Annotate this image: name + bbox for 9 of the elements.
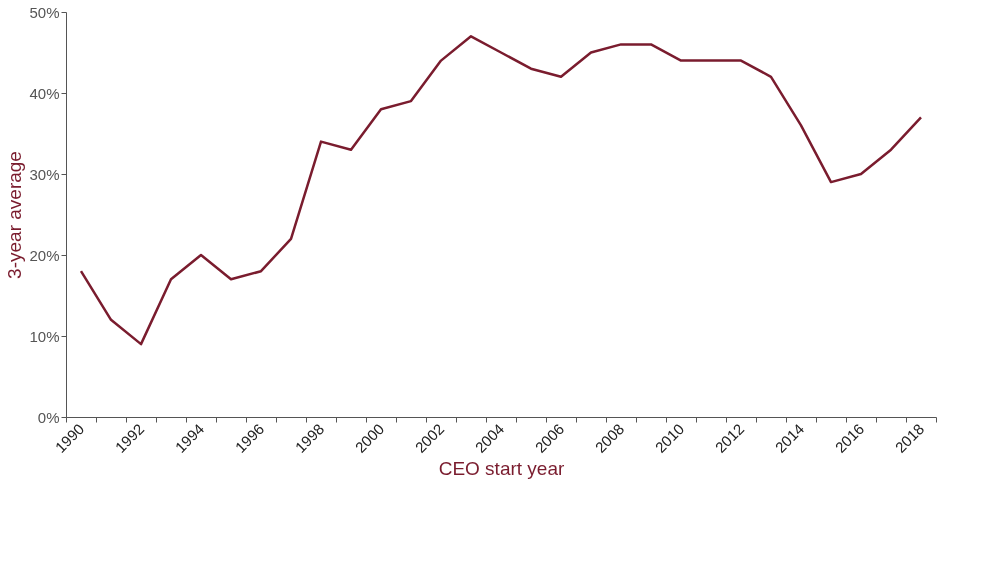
y-tick-label: 50% bbox=[29, 3, 60, 21]
x-axis-title: CEO start year bbox=[438, 457, 565, 479]
y-tick-label: 30% bbox=[29, 165, 60, 183]
y-tick-label: 40% bbox=[29, 84, 60, 102]
line-series bbox=[79, 35, 923, 346]
y-tick-label: 10% bbox=[29, 327, 60, 345]
y-axis-title: 3-year average bbox=[4, 151, 26, 279]
y-tick-label: 0% bbox=[37, 408, 60, 426]
y-tick-label: 20% bbox=[29, 246, 60, 264]
